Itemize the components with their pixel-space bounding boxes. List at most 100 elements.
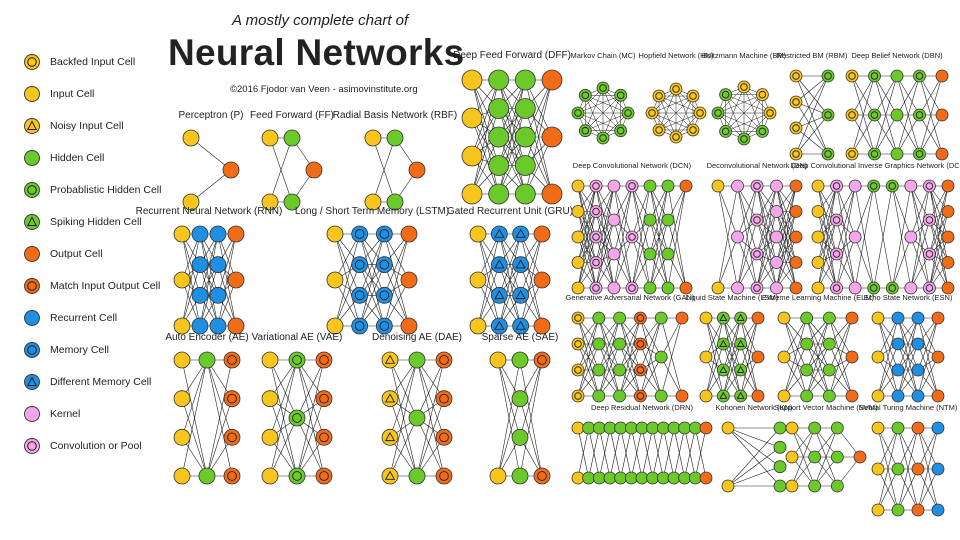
- cell-match: [223, 351, 241, 369]
- network-lstm: Long / Short Term Memory (LSTM): [295, 206, 449, 335]
- edge: [497, 359, 521, 477]
- edge: [756, 185, 777, 289]
- edge: [737, 236, 758, 289]
- cell-conv: [923, 247, 936, 261]
- cell-in: [571, 471, 585, 485]
- cell-match: [435, 428, 453, 446]
- edge: [892, 185, 912, 238]
- cell-hid: [613, 389, 626, 403]
- edge: [756, 219, 777, 289]
- edge: [756, 185, 777, 221]
- edge: [640, 317, 662, 358]
- edge: [829, 317, 853, 358]
- cell-hid: [283, 193, 301, 211]
- cell-noisy: [381, 390, 399, 408]
- cell-hid: [646, 421, 660, 435]
- cell-hid: [661, 247, 675, 261]
- edge: [836, 185, 856, 289]
- edge: [499, 264, 521, 327]
- edge: [910, 219, 930, 289]
- cell-in: [571, 179, 585, 193]
- edge: [756, 185, 777, 255]
- cell-phid: [755, 124, 769, 138]
- edge: [520, 279, 543, 327]
- legend-item: Probablistic Hidden Cell: [22, 180, 161, 200]
- cell-hid: [822, 389, 836, 403]
- edge: [217, 233, 237, 296]
- edge: [595, 219, 615, 289]
- cell-in: [777, 350, 791, 364]
- cell-backfed: [789, 95, 803, 109]
- edge: [631, 236, 651, 289]
- network-dcign: Deep Convolutional Inverse Graphics Netw…: [790, 161, 960, 295]
- cell-out: [845, 389, 859, 403]
- edge: [649, 219, 669, 289]
- edge: [190, 169, 232, 203]
- edge: [499, 233, 521, 327]
- cell-out: [751, 311, 765, 325]
- legend-label: Convolution or Pool: [50, 440, 142, 452]
- edge: [705, 343, 724, 397]
- edge: [519, 398, 543, 477]
- cell-hid: [488, 126, 510, 148]
- edge: [613, 253, 633, 289]
- network-ff: Feed Forward (FF): [250, 110, 334, 211]
- cell-out: [789, 281, 803, 295]
- edge: [296, 398, 325, 477]
- edge: [269, 359, 298, 477]
- cell-hid: [800, 311, 814, 325]
- edge: [595, 185, 615, 238]
- edge: [919, 114, 943, 155]
- edge: [595, 211, 615, 255]
- edge: [613, 185, 633, 255]
- cell-in: [871, 389, 885, 403]
- cell-in: [326, 317, 344, 335]
- network-title: Long / Short Term Memory (LSTM): [295, 206, 449, 217]
- cell-phid: [614, 88, 628, 102]
- cell-backfed: [845, 147, 859, 161]
- cell-hid: [603, 471, 617, 485]
- edge: [877, 317, 899, 397]
- edge: [498, 79, 526, 138]
- edge: [577, 427, 589, 479]
- edge: [217, 264, 237, 327]
- edge: [684, 427, 696, 479]
- cell-backfed: [571, 363, 585, 377]
- legend-swatch-icon: [24, 54, 40, 70]
- cell-hid: [773, 440, 787, 454]
- edge: [836, 185, 856, 221]
- cell-in: [326, 271, 344, 289]
- network-ntm: Neural Turing Machine (NTM): [859, 403, 958, 517]
- cell-in: [173, 225, 191, 243]
- cell-in: [469, 225, 487, 243]
- edge: [498, 136, 526, 195]
- edge: [181, 233, 201, 327]
- legend-swatch-icon: [24, 310, 40, 326]
- legend-swatch-icon: [24, 182, 40, 198]
- cell-in: [261, 428, 279, 446]
- cell-backfed: [789, 69, 803, 83]
- cell-in: [261, 390, 279, 408]
- edge: [917, 317, 939, 397]
- cell-in: [811, 230, 825, 244]
- edge: [619, 343, 641, 397]
- edge: [296, 359, 325, 477]
- cell-match: [435, 390, 453, 408]
- network-kn: Kohonen Network (KN): [715, 403, 793, 493]
- legend-swatch-icon: [24, 86, 40, 102]
- edge: [384, 233, 410, 296]
- cell-hid: [592, 311, 606, 325]
- edge: [851, 75, 875, 155]
- cell-in: [699, 389, 713, 403]
- cell-backfed: [571, 337, 585, 351]
- cell-hid: [582, 471, 596, 485]
- edge: [917, 427, 939, 511]
- edge: [525, 79, 553, 138]
- edge: [269, 398, 298, 477]
- cell-hid: [624, 471, 638, 485]
- edge: [498, 79, 526, 166]
- edge: [498, 79, 526, 195]
- edge: [595, 253, 615, 289]
- cell-hid: [614, 471, 628, 485]
- edge: [791, 427, 815, 487]
